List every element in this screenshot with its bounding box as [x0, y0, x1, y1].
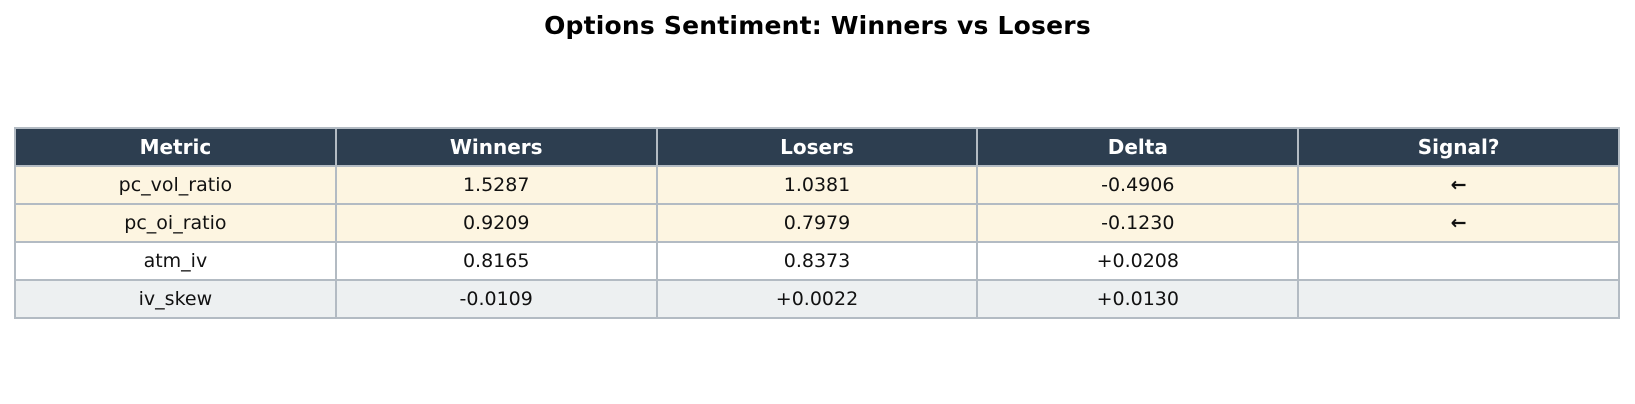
left-arrow-icon: ←: [1297, 203, 1620, 243]
left-arrow-icon: ←: [1297, 165, 1620, 205]
cell-signal-empty: [1297, 241, 1620, 281]
cell-delta: -0.4906: [976, 165, 1300, 205]
column-header-metric: Metric: [14, 127, 337, 167]
sentiment-table: Metric Winners Losers Delta Signal? pc_v…: [14, 127, 1620, 319]
cell-losers: +0.0022: [655, 279, 979, 319]
cell-losers: 0.8373: [655, 241, 979, 281]
cell-winners: 0.8165: [334, 241, 658, 281]
options-sentiment-table: Metric Winners Losers Delta Signal? pc_v…: [14, 127, 1620, 319]
cell-delta: -0.1230: [976, 203, 1300, 243]
table-row-pc-oi-ratio: pc_oi_ratio 0.9209 0.7979 -0.1230 ←: [14, 203, 1620, 243]
header-row: Metric Winners Losers Delta Signal?: [14, 127, 1620, 167]
cell-winners: -0.0109: [334, 279, 658, 319]
cell-losers: 0.7979: [655, 203, 979, 243]
cell-losers: 1.0381: [655, 165, 979, 205]
page-title: Options Sentiment: Winners vs Losers: [544, 11, 1091, 40]
column-header-signal: Signal?: [1297, 127, 1620, 167]
table-row-pc-vol-ratio: pc_vol_ratio 1.5287 1.0381 -0.4906 ←: [14, 165, 1620, 205]
cell-delta: +0.0130: [976, 279, 1300, 319]
cell-metric: pc_oi_ratio: [14, 203, 337, 243]
cell-metric: iv_skew: [14, 279, 337, 319]
cell-delta: +0.0208: [976, 241, 1300, 281]
cell-metric: pc_vol_ratio: [14, 165, 337, 205]
cell-metric: atm_iv: [14, 241, 337, 281]
table-row-atm-iv: atm_iv 0.8165 0.8373 +0.0208: [14, 241, 1620, 281]
table-row-iv-skew: iv_skew -0.0109 +0.0022 +0.0130: [14, 279, 1620, 319]
cell-signal-empty: [1297, 279, 1620, 319]
cell-winners: 0.9209: [334, 203, 658, 243]
cell-winners: 1.5287: [334, 165, 658, 205]
column-header-delta: Delta: [976, 127, 1300, 167]
column-header-winners: Winners: [334, 127, 658, 167]
column-header-losers: Losers: [655, 127, 979, 167]
